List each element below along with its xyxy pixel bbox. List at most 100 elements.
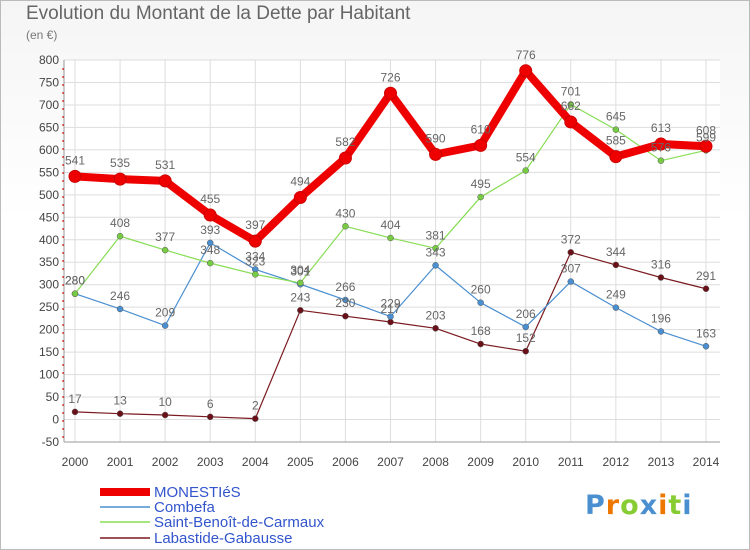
data-label: 701 bbox=[561, 84, 581, 98]
x-tick-label: 2007 bbox=[377, 455, 404, 469]
data-label: 397 bbox=[245, 218, 265, 232]
legend-label: MONESTIéS bbox=[154, 484, 241, 501]
x-tick-label: 2002 bbox=[152, 455, 179, 469]
data-point bbox=[71, 408, 79, 416]
data-label: 323 bbox=[245, 254, 265, 268]
data-label: 576 bbox=[651, 141, 671, 155]
data-point bbox=[522, 347, 529, 355]
data-label: 203 bbox=[426, 308, 446, 322]
data-point bbox=[477, 340, 484, 348]
y-tick-label: 300 bbox=[39, 278, 59, 292]
data-point bbox=[158, 174, 172, 188]
y-tick-label: 250 bbox=[39, 300, 59, 314]
data-point bbox=[297, 307, 304, 314]
y-tick-label: 0 bbox=[52, 413, 59, 427]
y-tick-label: 150 bbox=[39, 345, 59, 359]
data-point bbox=[387, 234, 394, 242]
data-point bbox=[113, 172, 127, 186]
x-tick-label: 2013 bbox=[648, 455, 675, 469]
x-tick-label: 2000 bbox=[62, 455, 89, 469]
data-label: 17 bbox=[68, 392, 82, 406]
data-point bbox=[522, 167, 529, 174]
x-tick-label: 2005 bbox=[287, 455, 314, 469]
data-label: 599 bbox=[696, 130, 716, 144]
data-point bbox=[68, 169, 82, 183]
data-label: 291 bbox=[696, 269, 716, 283]
data-point bbox=[206, 259, 214, 267]
x-tick-label: 2001 bbox=[107, 455, 134, 469]
y-tick-label: 100 bbox=[39, 368, 59, 382]
data-label: 535 bbox=[110, 156, 130, 170]
data-point bbox=[293, 191, 307, 205]
data-label: 776 bbox=[516, 48, 536, 62]
data-label: 590 bbox=[426, 131, 446, 145]
data-label: 249 bbox=[606, 288, 626, 302]
data-label: 613 bbox=[651, 121, 671, 135]
data-point bbox=[161, 322, 169, 329]
data-point bbox=[654, 137, 668, 151]
data-point bbox=[342, 296, 349, 304]
data-point bbox=[429, 147, 443, 161]
data-label: 608 bbox=[696, 123, 716, 137]
data-label: 404 bbox=[380, 218, 400, 232]
data-point bbox=[384, 86, 397, 100]
x-tick-label: 2009 bbox=[467, 455, 494, 469]
data-label: 662 bbox=[561, 99, 581, 113]
data-point bbox=[612, 261, 620, 269]
proxiti-logo: Proxiti bbox=[585, 490, 693, 521]
data-label: 377 bbox=[155, 230, 175, 244]
data-label: 6 bbox=[207, 397, 214, 411]
plot-area bbox=[64, 60, 720, 442]
y-tick-label: 550 bbox=[39, 165, 59, 179]
data-point bbox=[477, 299, 484, 306]
x-tick-label: 2008 bbox=[422, 455, 449, 469]
data-point bbox=[567, 278, 575, 285]
y-tick-label: 450 bbox=[39, 210, 59, 224]
data-point bbox=[612, 304, 620, 311]
data-label: 531 bbox=[155, 158, 175, 172]
data-point bbox=[387, 318, 394, 326]
chart-title: Evolution du Montant de la Dette par Hab… bbox=[26, 3, 411, 24]
data-point bbox=[567, 101, 575, 108]
data-label: 494 bbox=[290, 175, 310, 189]
y-tick-label: 600 bbox=[39, 143, 59, 157]
y-tick-label: 400 bbox=[39, 233, 59, 247]
chart-subtitle: (en €) bbox=[26, 28, 58, 42]
data-point bbox=[432, 262, 439, 269]
legend-label: Combefa bbox=[154, 499, 216, 516]
data-label: 455 bbox=[200, 192, 220, 206]
y-tick-label: 350 bbox=[39, 255, 59, 269]
y-tick-label: -50 bbox=[42, 435, 60, 449]
data-label: 13 bbox=[113, 394, 127, 408]
legend-label: Labastide-Gabausse bbox=[154, 530, 292, 547]
data-point bbox=[338, 151, 352, 165]
data-point bbox=[609, 150, 623, 164]
data-label: 316 bbox=[651, 258, 671, 272]
data-label: 168 bbox=[471, 324, 491, 338]
data-point bbox=[71, 290, 79, 297]
data-label: 726 bbox=[380, 70, 400, 84]
x-tick-label: 2014 bbox=[693, 455, 720, 469]
data-point bbox=[519, 64, 533, 78]
y-tick-label: 200 bbox=[39, 323, 59, 337]
y-tick-label: 800 bbox=[39, 53, 59, 67]
data-point bbox=[203, 208, 217, 222]
data-label: 301 bbox=[290, 264, 310, 278]
legend-label: Saint-Benoît-de-Carmaux bbox=[154, 514, 325, 531]
data-point bbox=[474, 138, 488, 152]
data-point bbox=[161, 411, 169, 419]
data-point bbox=[206, 239, 214, 247]
data-label: 348 bbox=[200, 243, 220, 257]
data-label: 246 bbox=[110, 289, 130, 303]
data-point bbox=[297, 279, 304, 287]
y-tick-label: 750 bbox=[39, 75, 59, 89]
data-label: 307 bbox=[561, 262, 581, 276]
data-point bbox=[702, 343, 710, 350]
data-label: 304 bbox=[290, 263, 310, 277]
data-point bbox=[116, 305, 124, 313]
data-label: 152 bbox=[516, 331, 536, 345]
y-tick-label: 700 bbox=[39, 98, 59, 112]
data-label: 217 bbox=[380, 302, 400, 316]
data-point bbox=[612, 126, 620, 133]
